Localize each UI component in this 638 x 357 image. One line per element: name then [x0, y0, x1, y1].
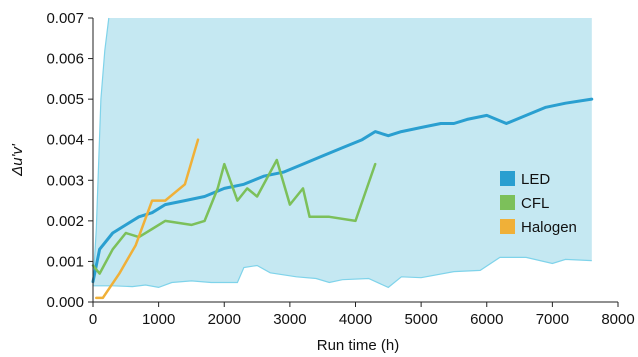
legend-label-halogen: Halogen — [521, 219, 577, 236]
band-upper-edge — [92, 17, 110, 286]
x-tick-label: 1000 — [142, 311, 175, 328]
legend-swatch-cfl — [500, 195, 515, 210]
x-tick-label: 2000 — [208, 311, 241, 328]
band-lower-edge — [93, 256, 592, 289]
x-tick-label: 7000 — [536, 311, 569, 328]
legend-swatch-led — [500, 171, 515, 186]
y-tick-label: 0.005 — [46, 91, 84, 108]
series-line-cfl — [91, 158, 377, 275]
y-ticks: 0.000 0.001 0.002 0.003 0.004 0.005 0.006 0.007 — [46, 10, 93, 311]
x-ticks: 0 1000 2000 3000 4000 5000 6000 7000 8000 — [89, 302, 635, 328]
legend-label-led: LED — [521, 171, 550, 188]
x-axis-title: Run time (h) — [317, 337, 400, 354]
series-line-led — [91, 97, 594, 284]
y-tick-label: 0.007 — [46, 10, 84, 27]
legend-label-cfl: CFL — [521, 195, 549, 212]
x-tick-label: 4000 — [339, 311, 372, 328]
x-tick-label: 3000 — [273, 311, 306, 328]
y-tick-label: 0.001 — [46, 253, 84, 270]
series-line-halogen — [95, 138, 200, 300]
band-fill — [93, 18, 592, 288]
y-tick-label: 0.000 — [46, 294, 84, 311]
legend: LED CFL Halogen — [500, 171, 577, 236]
legend-swatch-halogen — [500, 219, 515, 234]
x-tick-label: 0 — [89, 311, 97, 328]
y-tick-label: 0.004 — [46, 132, 84, 149]
x-tick-label: 5000 — [404, 311, 437, 328]
x-tick-label: 8000 — [601, 311, 634, 328]
y-tick-label: 0.002 — [46, 213, 84, 230]
y-tick-label: 0.006 — [46, 51, 84, 68]
x-tick-label: 6000 — [470, 311, 503, 328]
y-axis-title: Δu'v' — [9, 143, 26, 177]
y-tick-label: 0.003 — [46, 172, 84, 189]
confidence-band — [92, 17, 592, 289]
series-lines — [91, 97, 594, 300]
